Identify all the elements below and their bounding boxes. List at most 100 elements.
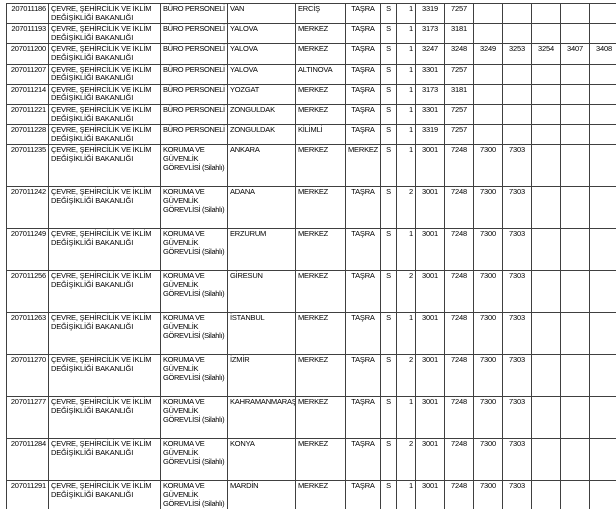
cell-posting-id: 207011270: [6, 354, 49, 398]
cell-requirement-code: 3001: [415, 186, 445, 230]
cell-requirement-code: 3001: [415, 480, 445, 509]
cell-district: ALTINOVA: [295, 63, 346, 85]
table-row: 207011193 ÇEVRE, ŞEHİRCİLİK VE İKLİM DEĞ…: [6, 23, 616, 45]
cell-status-letter: S: [380, 312, 397, 356]
cell-district: MERKEZ: [295, 438, 346, 482]
cell-requirement-code: 3181: [444, 23, 474, 45]
cell-position-count: 1: [396, 23, 416, 45]
cell-ministry-name: ÇEVRE, ŞEHİRCİLİK VE İKLİM DEĞİŞİKLİĞİ B…: [48, 2, 161, 25]
cell-ministry-name: ÇEVRE, ŞEHİRCİLİK VE İKLİM DEĞİŞİKLİĞİ B…: [48, 103, 161, 126]
cell-province: YALOVA: [227, 43, 296, 65]
cell-requirement-code: [473, 23, 503, 45]
cell-position-title: BÜRO PERSONELİ: [160, 2, 228, 25]
cell-requirement-code: [531, 23, 561, 45]
cell-position-count: 1: [396, 83, 416, 105]
cell-status-letter: S: [380, 23, 397, 45]
cell-province: KAHRAMANMARAŞ: [227, 396, 296, 440]
cell-district: MERKEZ: [295, 396, 346, 440]
cell-requirement-code: 7248: [444, 186, 474, 230]
cell-posting-id: 207011249: [6, 228, 49, 272]
cell-position-title: BÜRO PERSONELİ: [160, 103, 228, 126]
cell-requirement-code: [560, 124, 590, 146]
cell-position-title: BÜRO PERSONELİ: [160, 23, 228, 45]
cell-requirement-code: [531, 270, 561, 314]
cell-requirement-code: [531, 103, 561, 126]
cell-requirement-code: [589, 396, 616, 440]
table-row: 207011228 ÇEVRE, ŞEHİRCİLİK VE İKLİM DEĞ…: [6, 124, 616, 146]
cell-ministry-name: ÇEVRE, ŞEHİRCİLİK VE İKLİM DEĞİŞİKLİĞİ B…: [48, 186, 161, 230]
cell-position-count: 1: [396, 144, 416, 188]
cell-requirement-code: [531, 438, 561, 482]
cell-org-type: TAŞRA: [345, 103, 381, 126]
cell-requirement-code: 3247: [415, 43, 445, 65]
cell-org-type: TAŞRA: [345, 354, 381, 398]
cell-position-count: 1: [396, 124, 416, 146]
cell-requirement-code: [560, 354, 590, 398]
table-body: 207011186 ÇEVRE, ŞEHİRCİLİK VE İKLİM DEĞ…: [6, 2, 616, 509]
cell-position-count: 1: [396, 396, 416, 440]
cell-org-type: TAŞRA: [345, 396, 381, 440]
cell-status-letter: S: [380, 396, 397, 440]
cell-requirement-code: [560, 144, 590, 188]
cell-requirement-code: 3301: [415, 103, 445, 126]
cell-posting-id: 207011242: [6, 186, 49, 230]
cell-requirement-code: 3173: [415, 83, 445, 105]
cell-posting-id: 207011291: [6, 480, 49, 509]
cell-requirement-code: 7248: [444, 270, 474, 314]
cell-requirement-code: 7248: [444, 480, 474, 509]
table-row: 207011270 ÇEVRE, ŞEHİRCİLİK VE İKLİM DEĞ…: [6, 354, 616, 398]
cell-requirement-code: 7303: [502, 144, 532, 188]
cell-requirement-code: 7300: [473, 312, 503, 356]
cell-requirement-code: [560, 270, 590, 314]
cell-requirement-code: 7257: [444, 124, 474, 146]
cell-requirement-code: [589, 2, 616, 25]
cell-requirement-code: [473, 124, 503, 146]
cell-requirement-code: 7303: [502, 186, 532, 230]
cell-status-letter: S: [380, 270, 397, 314]
cell-province: MARDİN: [227, 480, 296, 509]
table-row: 207011207 ÇEVRE, ŞEHİRCİLİK VE İKLİM DEĞ…: [6, 63, 616, 85]
cell-requirement-code: 3248: [444, 43, 474, 65]
cell-org-type: TAŞRA: [345, 2, 381, 25]
cell-requirement-code: [560, 396, 590, 440]
cell-requirement-code: 7303: [502, 354, 532, 398]
cell-requirement-code: [531, 83, 561, 105]
cell-requirement-code: [502, 2, 532, 25]
cell-ministry-name: ÇEVRE, ŞEHİRCİLİK VE İKLİM DEĞİŞİKLİĞİ B…: [48, 23, 161, 45]
cell-requirement-code: 7303: [502, 312, 532, 356]
cell-position-title: KORUMA VE GÜVENLİK GÖREVLİSİ (Silahlı): [160, 270, 228, 314]
cell-requirement-code: 3408: [589, 43, 616, 65]
cell-ministry-name: ÇEVRE, ŞEHİRCİLİK VE İKLİM DEĞİŞİKLİĞİ B…: [48, 124, 161, 146]
cell-status-letter: S: [380, 144, 397, 188]
cell-requirement-code: [560, 23, 590, 45]
cell-requirement-code: [531, 396, 561, 440]
table-row: 207011249 ÇEVRE, ŞEHİRCİLİK VE İKLİM DEĞ…: [6, 228, 616, 272]
cell-requirement-code: 3001: [415, 396, 445, 440]
cell-requirement-code: [502, 63, 532, 85]
cell-province: YALOVA: [227, 63, 296, 85]
cell-requirement-code: 3181: [444, 83, 474, 105]
table-row: 207011284 ÇEVRE, ŞEHİRCİLİK VE İKLİM DEĞ…: [6, 438, 616, 482]
cell-posting-id: 207011200: [6, 43, 49, 65]
cell-posting-id: 207011207: [6, 63, 49, 85]
cell-requirement-code: 3001: [415, 228, 445, 272]
cell-requirement-code: 7248: [444, 312, 474, 356]
cell-requirement-code: 7303: [502, 396, 532, 440]
cell-requirement-code: [589, 23, 616, 45]
cell-position-count: 1: [396, 312, 416, 356]
cell-position-count: 1: [396, 43, 416, 65]
cell-org-type: TAŞRA: [345, 480, 381, 509]
cell-requirement-code: [531, 2, 561, 25]
cell-ministry-name: ÇEVRE, ŞEHİRCİLİK VE İKLİM DEĞİŞİKLİĞİ B…: [48, 228, 161, 272]
table-row: 207011186 ÇEVRE, ŞEHİRCİLİK VE İKLİM DEĞ…: [6, 2, 616, 25]
cell-org-type: MERKEZ: [345, 144, 381, 188]
cell-province: KONYA: [227, 438, 296, 482]
cell-ministry-name: ÇEVRE, ŞEHİRCİLİK VE İKLİM DEĞİŞİKLİĞİ B…: [48, 438, 161, 482]
cell-org-type: TAŞRA: [345, 186, 381, 230]
cell-province: ADANA: [227, 186, 296, 230]
cell-requirement-code: 7303: [502, 480, 532, 509]
cell-posting-id: 207011235: [6, 144, 49, 188]
cell-requirement-code: [560, 103, 590, 126]
cell-district: MERKEZ: [295, 43, 346, 65]
cell-org-type: TAŞRA: [345, 23, 381, 45]
